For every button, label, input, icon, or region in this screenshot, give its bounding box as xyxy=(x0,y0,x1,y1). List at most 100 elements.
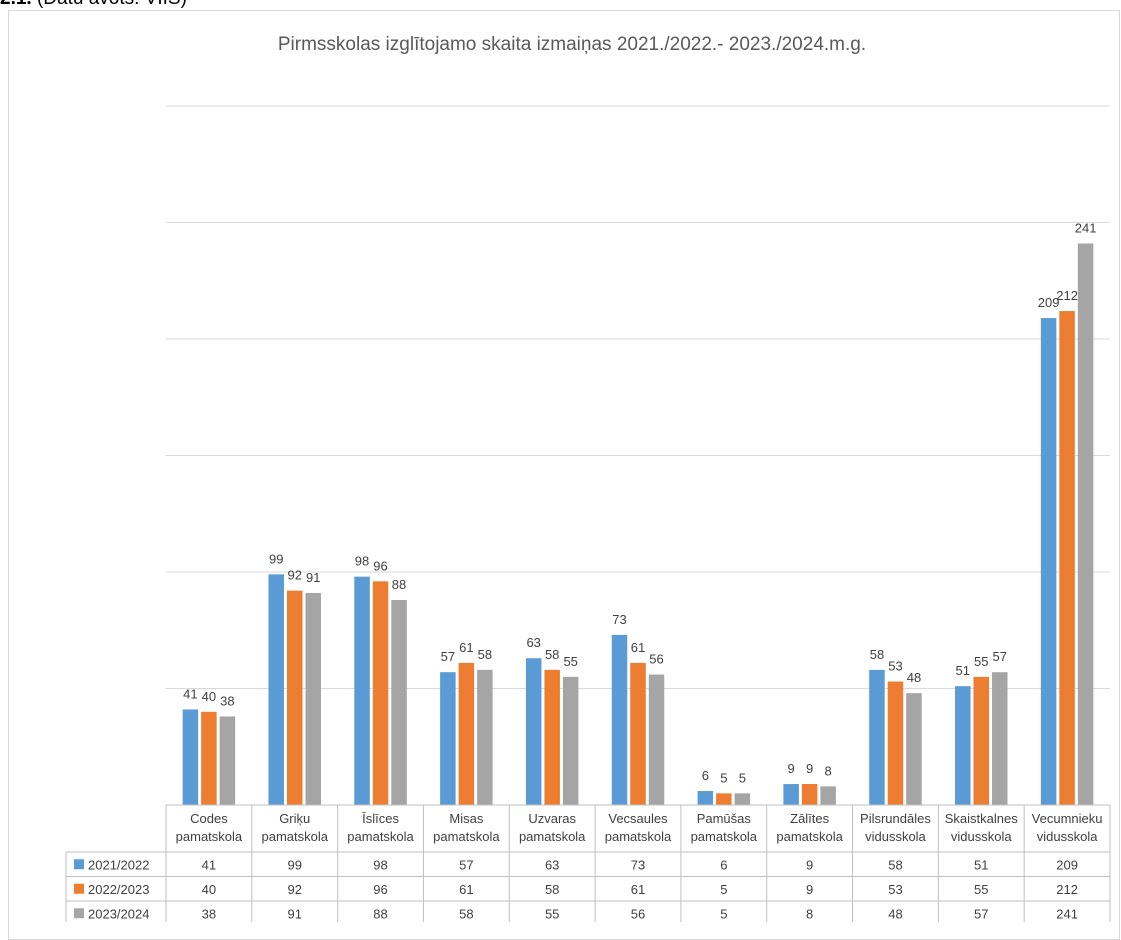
category-label: Uzvaras pamatskola xyxy=(519,811,586,844)
bar xyxy=(697,791,714,805)
data-label: 92 xyxy=(287,568,301,583)
data-label: 58 xyxy=(478,647,492,662)
bar xyxy=(887,681,904,805)
bar xyxy=(630,662,646,805)
table-cell: 58 xyxy=(888,857,902,872)
category-label-line: Pilsrundāles xyxy=(860,811,931,826)
data-label: 38 xyxy=(220,693,234,708)
table-cell: 6 xyxy=(720,857,727,872)
bar xyxy=(801,784,818,805)
data-label: 55 xyxy=(563,654,577,669)
bar xyxy=(611,634,628,805)
category-label-line: vidusskola xyxy=(1037,829,1098,844)
bar xyxy=(219,716,236,805)
data-label: 6 xyxy=(702,768,709,783)
data-table: Codes pamatskola Griķu pamatskola Īslīces pam… xyxy=(65,804,1111,922)
data-label: 40 xyxy=(202,689,216,704)
bar xyxy=(268,574,284,805)
chart-title: Pirmsskolas izglītojamo skaita izmaiņas … xyxy=(278,34,866,55)
category-label-line: Skaistkalnes xyxy=(945,811,1018,826)
category-label-line: vidusskola xyxy=(865,829,926,844)
data-label: 48 xyxy=(907,670,921,685)
figure-caption-bold: 2.1. xyxy=(0,0,32,9)
data-label: 53 xyxy=(888,659,902,674)
table-cell: 57 xyxy=(459,857,473,872)
table-cell: 58 xyxy=(459,906,473,921)
category-label-line: pamatskola xyxy=(261,829,328,844)
category-label: Pamūšas pamatskola xyxy=(691,811,758,844)
table-cell: 98 xyxy=(373,857,387,872)
category-label-line: Uzvaras xyxy=(528,811,576,826)
category-label-line: pamatskola xyxy=(776,829,843,844)
table-cell: 41 xyxy=(202,857,216,872)
table-cell: 56 xyxy=(631,906,645,921)
bar xyxy=(716,793,732,805)
data-label: 9 xyxy=(788,761,795,776)
bar xyxy=(182,709,199,805)
bar xyxy=(973,676,990,805)
bar xyxy=(201,711,217,805)
bar xyxy=(525,658,542,805)
table-cell: 55 xyxy=(974,882,988,897)
legend-key xyxy=(74,883,84,894)
data-label: 57 xyxy=(441,649,455,664)
table-cell: 48 xyxy=(888,906,902,921)
data-label: 73 xyxy=(612,612,626,627)
category-label: Zālītes pamatskola xyxy=(776,811,843,844)
category-label: Skaistkalnes vidusskola xyxy=(945,811,1018,844)
bar xyxy=(648,674,665,805)
category-label-line: pamatskola xyxy=(433,829,500,844)
data-label: 63 xyxy=(526,635,540,650)
table-cell: 55 xyxy=(545,906,559,921)
legend-key xyxy=(74,908,84,919)
data-label: 241 xyxy=(1075,220,1097,235)
table-cell: 241 xyxy=(1056,906,1078,921)
table-cell: 63 xyxy=(545,857,559,872)
category-label-line: pamatskola xyxy=(691,829,758,844)
table-cell: 61 xyxy=(459,882,473,897)
data-label: 55 xyxy=(974,654,988,669)
category-label-line: Misas xyxy=(449,811,483,826)
data-label: 58 xyxy=(545,647,559,662)
category-label: Griķu pamatskola xyxy=(261,811,328,844)
category-label-line: pamatskola xyxy=(605,829,672,844)
data-label: 96 xyxy=(373,558,387,573)
bar xyxy=(391,599,407,805)
data-label: 61 xyxy=(459,640,473,655)
figure-caption: 2.1. (Datu avots: VIIS) xyxy=(0,0,187,10)
table-cell: 51 xyxy=(974,857,988,872)
data-label: 41 xyxy=(183,686,197,701)
table-cell: 8 xyxy=(806,906,813,921)
table-cell: 57 xyxy=(974,906,988,921)
table-cell: 212 xyxy=(1056,882,1078,897)
table-cell: 61 xyxy=(631,882,645,897)
category-label-line: pamatskola xyxy=(519,829,586,844)
category-label-line: Zālītes xyxy=(790,811,830,826)
bar xyxy=(477,669,493,805)
table-cell: 99 xyxy=(287,857,301,872)
bar xyxy=(286,590,303,805)
category-label-line: Griķu xyxy=(279,811,310,826)
category-label: Vecsaules pamatskola xyxy=(605,811,672,844)
table-cell: 9 xyxy=(806,857,813,872)
category-label-line: vidusskola xyxy=(951,829,1012,844)
data-label: 8 xyxy=(825,763,832,778)
data-label: 5 xyxy=(739,770,746,785)
table-cell: 58 xyxy=(545,882,559,897)
bar xyxy=(458,662,475,805)
bar xyxy=(1059,311,1075,805)
category-label: Pilsrundāles vidusskola xyxy=(860,811,931,844)
table-cell: 9 xyxy=(806,882,813,897)
data-label: 57 xyxy=(993,649,1007,664)
bar xyxy=(1040,318,1057,805)
bar xyxy=(955,686,971,805)
data-label: 91 xyxy=(306,570,320,585)
data-label: 209 xyxy=(1038,295,1060,310)
bar xyxy=(869,669,885,805)
data-label: 99 xyxy=(269,551,283,566)
bar xyxy=(906,693,922,805)
table-cell: 38 xyxy=(202,906,216,921)
data-label: 61 xyxy=(631,640,645,655)
data-label: 56 xyxy=(649,652,663,667)
